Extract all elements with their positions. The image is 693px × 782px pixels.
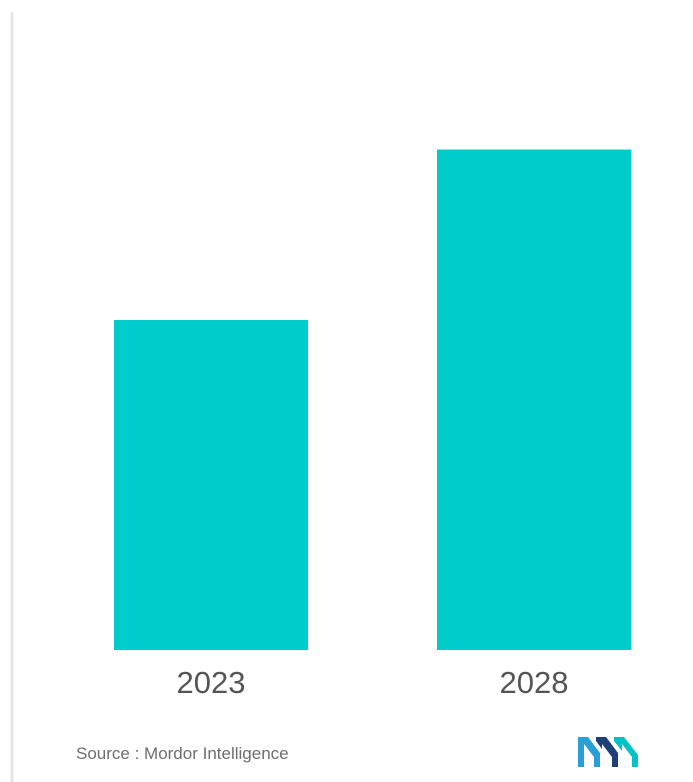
x-tick-label-2028: 2028 [500, 665, 569, 700]
source-label: Source : Mordor Intelligence [76, 744, 289, 763]
x-tick-labels: 2023 2028 [177, 665, 569, 700]
bar-2023 [114, 320, 308, 650]
bars-group [114, 149, 631, 650]
x-tick-label-2023: 2023 [177, 665, 246, 700]
mordor-intelligence-logo-icon [578, 737, 638, 767]
bar-2028 [437, 149, 631, 650]
